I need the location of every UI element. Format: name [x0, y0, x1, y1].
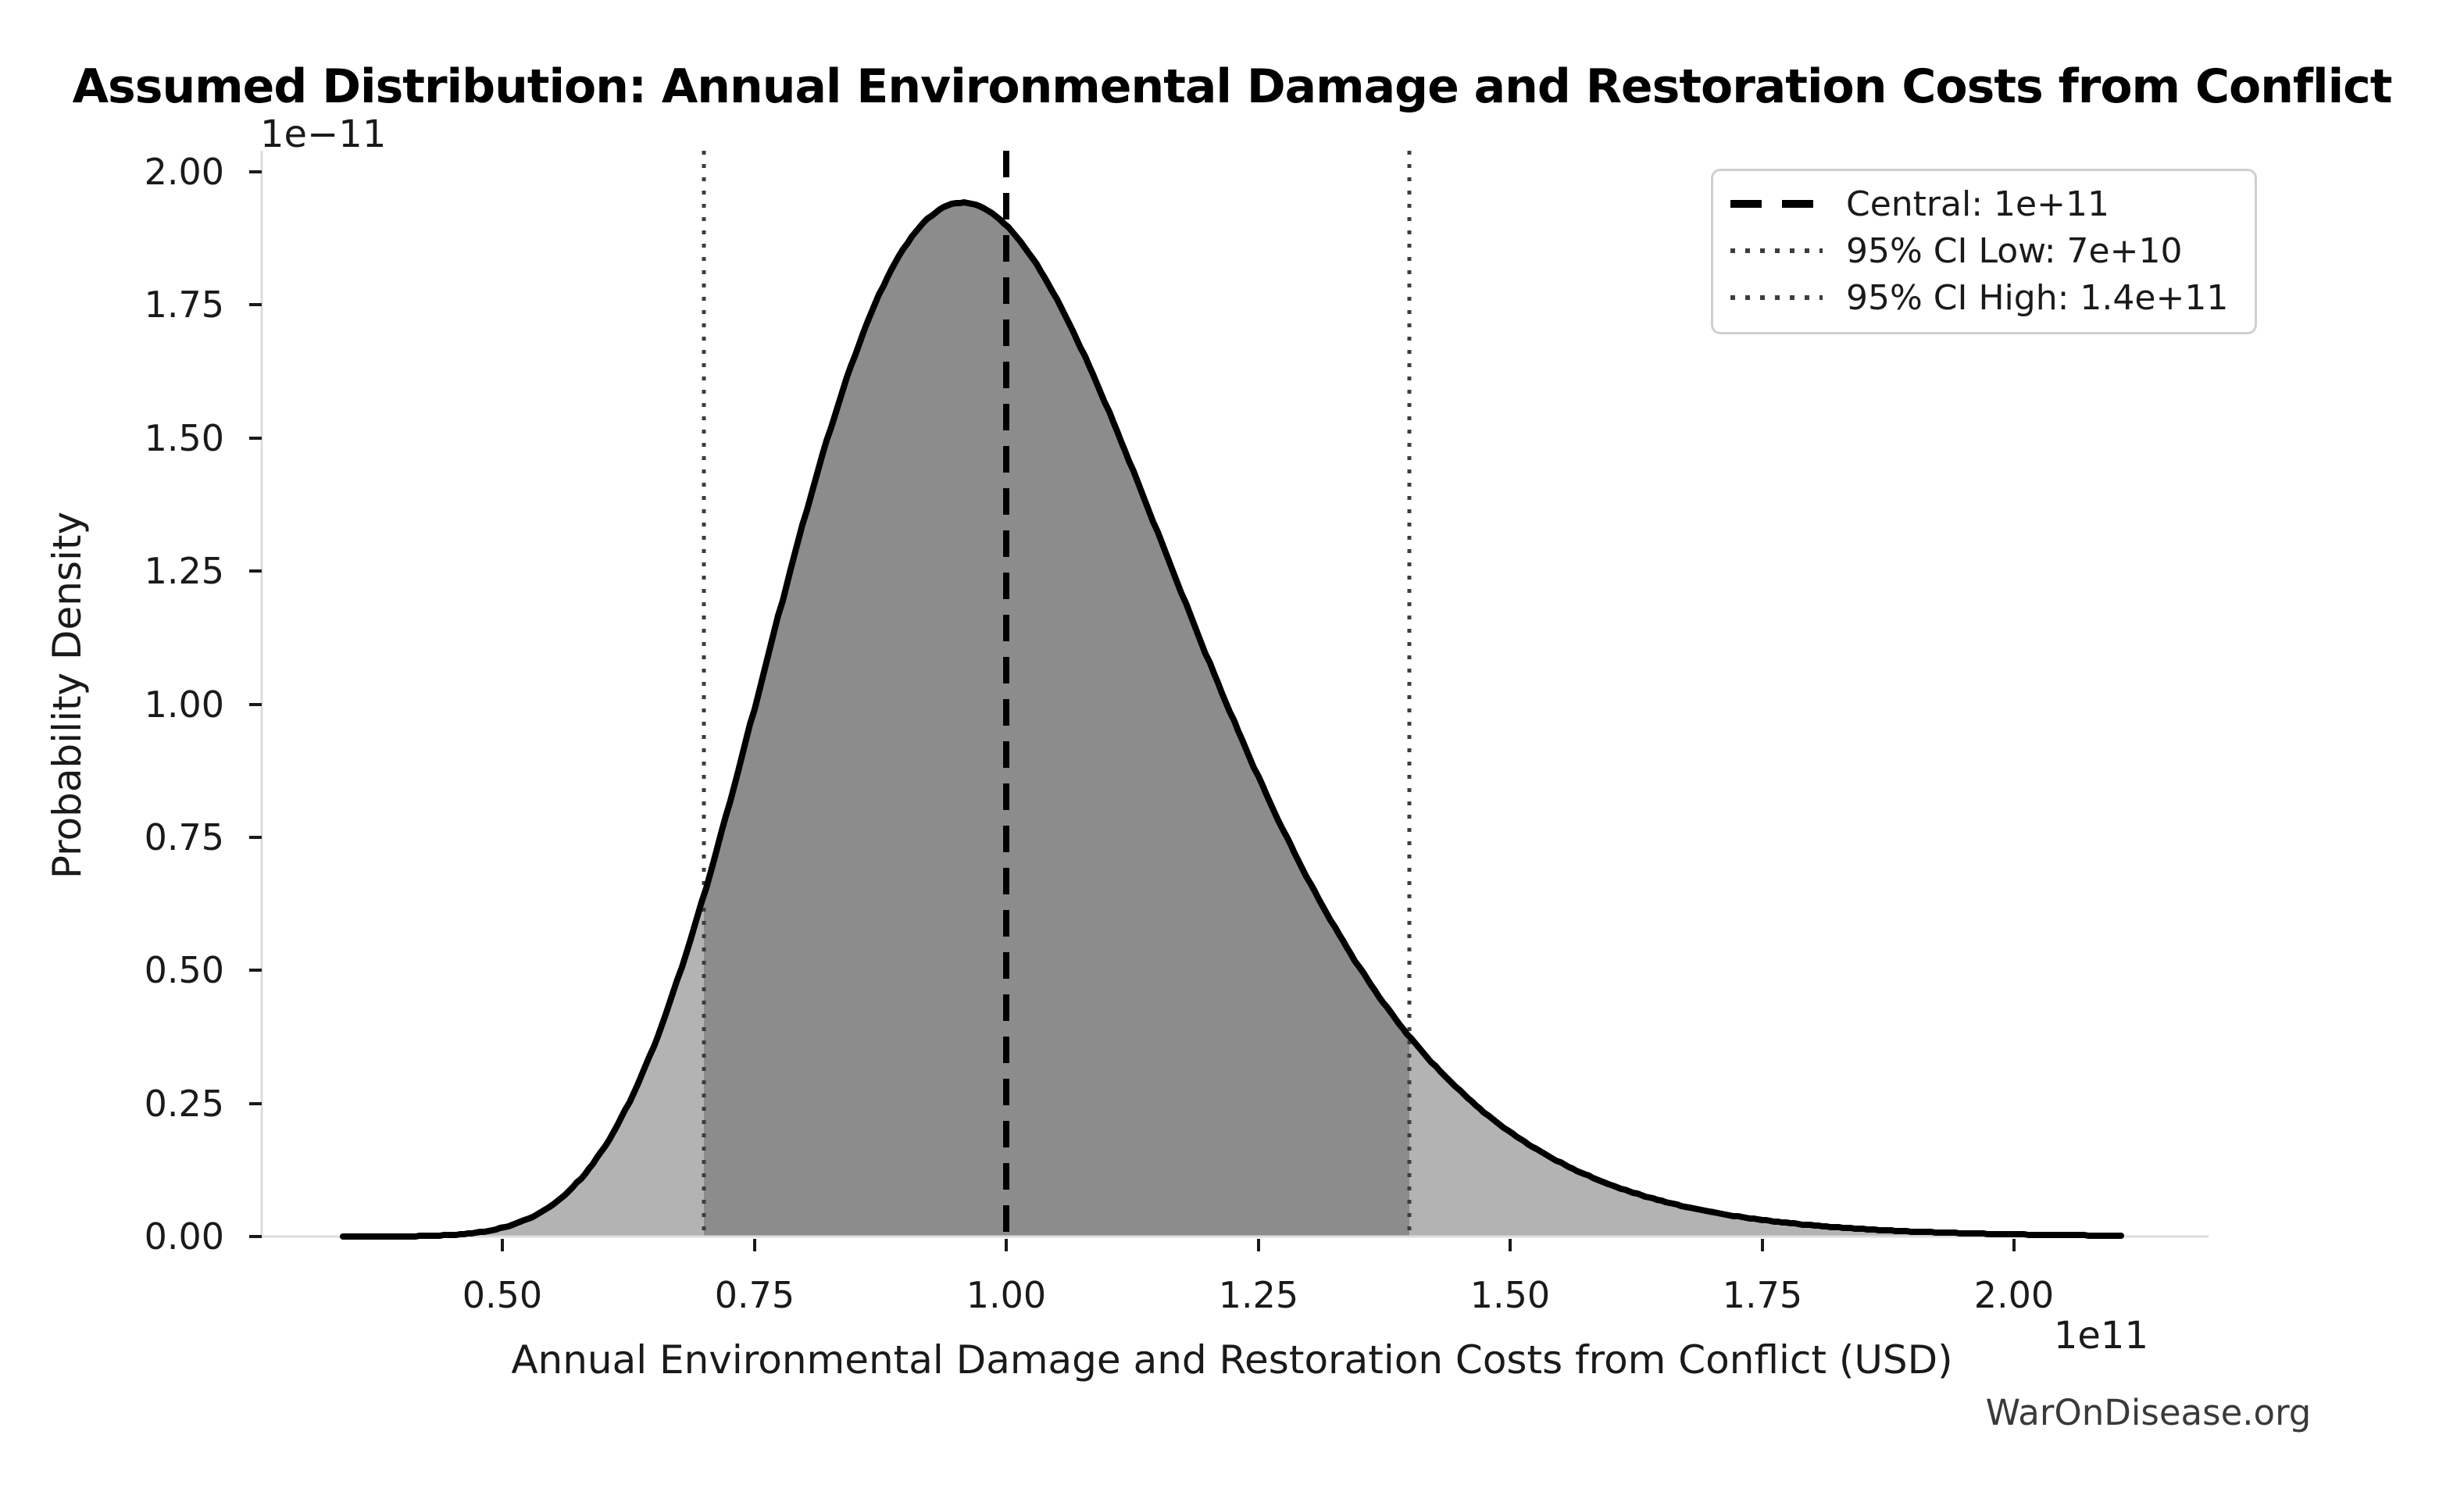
- density-curve: [340, 199, 2124, 1240]
- legend: Central: 1e+11 95% CI Low: 7e+10 95% CI …: [1711, 169, 2258, 334]
- y-tick-label: 1.25: [144, 550, 224, 592]
- legend-dotted-line-icon: [1730, 295, 1823, 300]
- y-tick-label: 1.00: [144, 683, 224, 726]
- legend-label-ci-high: 95% CI High: 1.4e+11: [1846, 277, 2229, 318]
- x-tick-label: 2.00: [1973, 1274, 2055, 1316]
- legend-row-ci-high: 95% CI High: 1.4e+11: [1730, 274, 2228, 321]
- x-tick-label: 1.25: [1218, 1274, 1299, 1316]
- y-tick-label: 0.25: [144, 1083, 224, 1125]
- legend-row-central: Central: 1e+11: [1730, 180, 2228, 227]
- chart-title: Assumed Distribution: Annual Environment…: [72, 59, 2393, 114]
- legend-label-ci-low: 95% CI Low: 7e+10: [1846, 230, 2183, 271]
- y-tick-label: 0.50: [144, 949, 224, 991]
- legend-dashed-line-icon: [1730, 200, 1823, 208]
- y-tick-label: 2.00: [144, 151, 224, 193]
- x-tick-label: 1.75: [1722, 1274, 1803, 1316]
- y-tick-label: 0.75: [144, 816, 224, 858]
- x-tick-label: 1.50: [1469, 1274, 1551, 1316]
- x-tick-label: 0.50: [462, 1274, 543, 1316]
- y-axis-offset-label: 1e−11: [260, 112, 387, 156]
- x-axis-label: Annual Environmental Damage and Restorat…: [511, 1337, 1953, 1383]
- x-axis-offset-label: 1e11: [2053, 1314, 2148, 1358]
- legend-row-ci-low: 95% CI Low: 7e+10: [1730, 227, 2228, 274]
- y-tick-label: 1.75: [144, 284, 224, 326]
- legend-label-central: Central: 1e+11: [1846, 184, 2109, 224]
- ci-region-fill: [704, 202, 1409, 1237]
- watermark: WarOnDisease.org: [1985, 1392, 2312, 1433]
- x-tick-label: 0.75: [714, 1274, 795, 1316]
- x-tick-label: 1.00: [966, 1274, 1047, 1316]
- y-tick-label: 1.50: [144, 417, 224, 459]
- legend-dotted-line-icon: [1730, 248, 1823, 253]
- y-tick-label: 0.00: [144, 1215, 224, 1258]
